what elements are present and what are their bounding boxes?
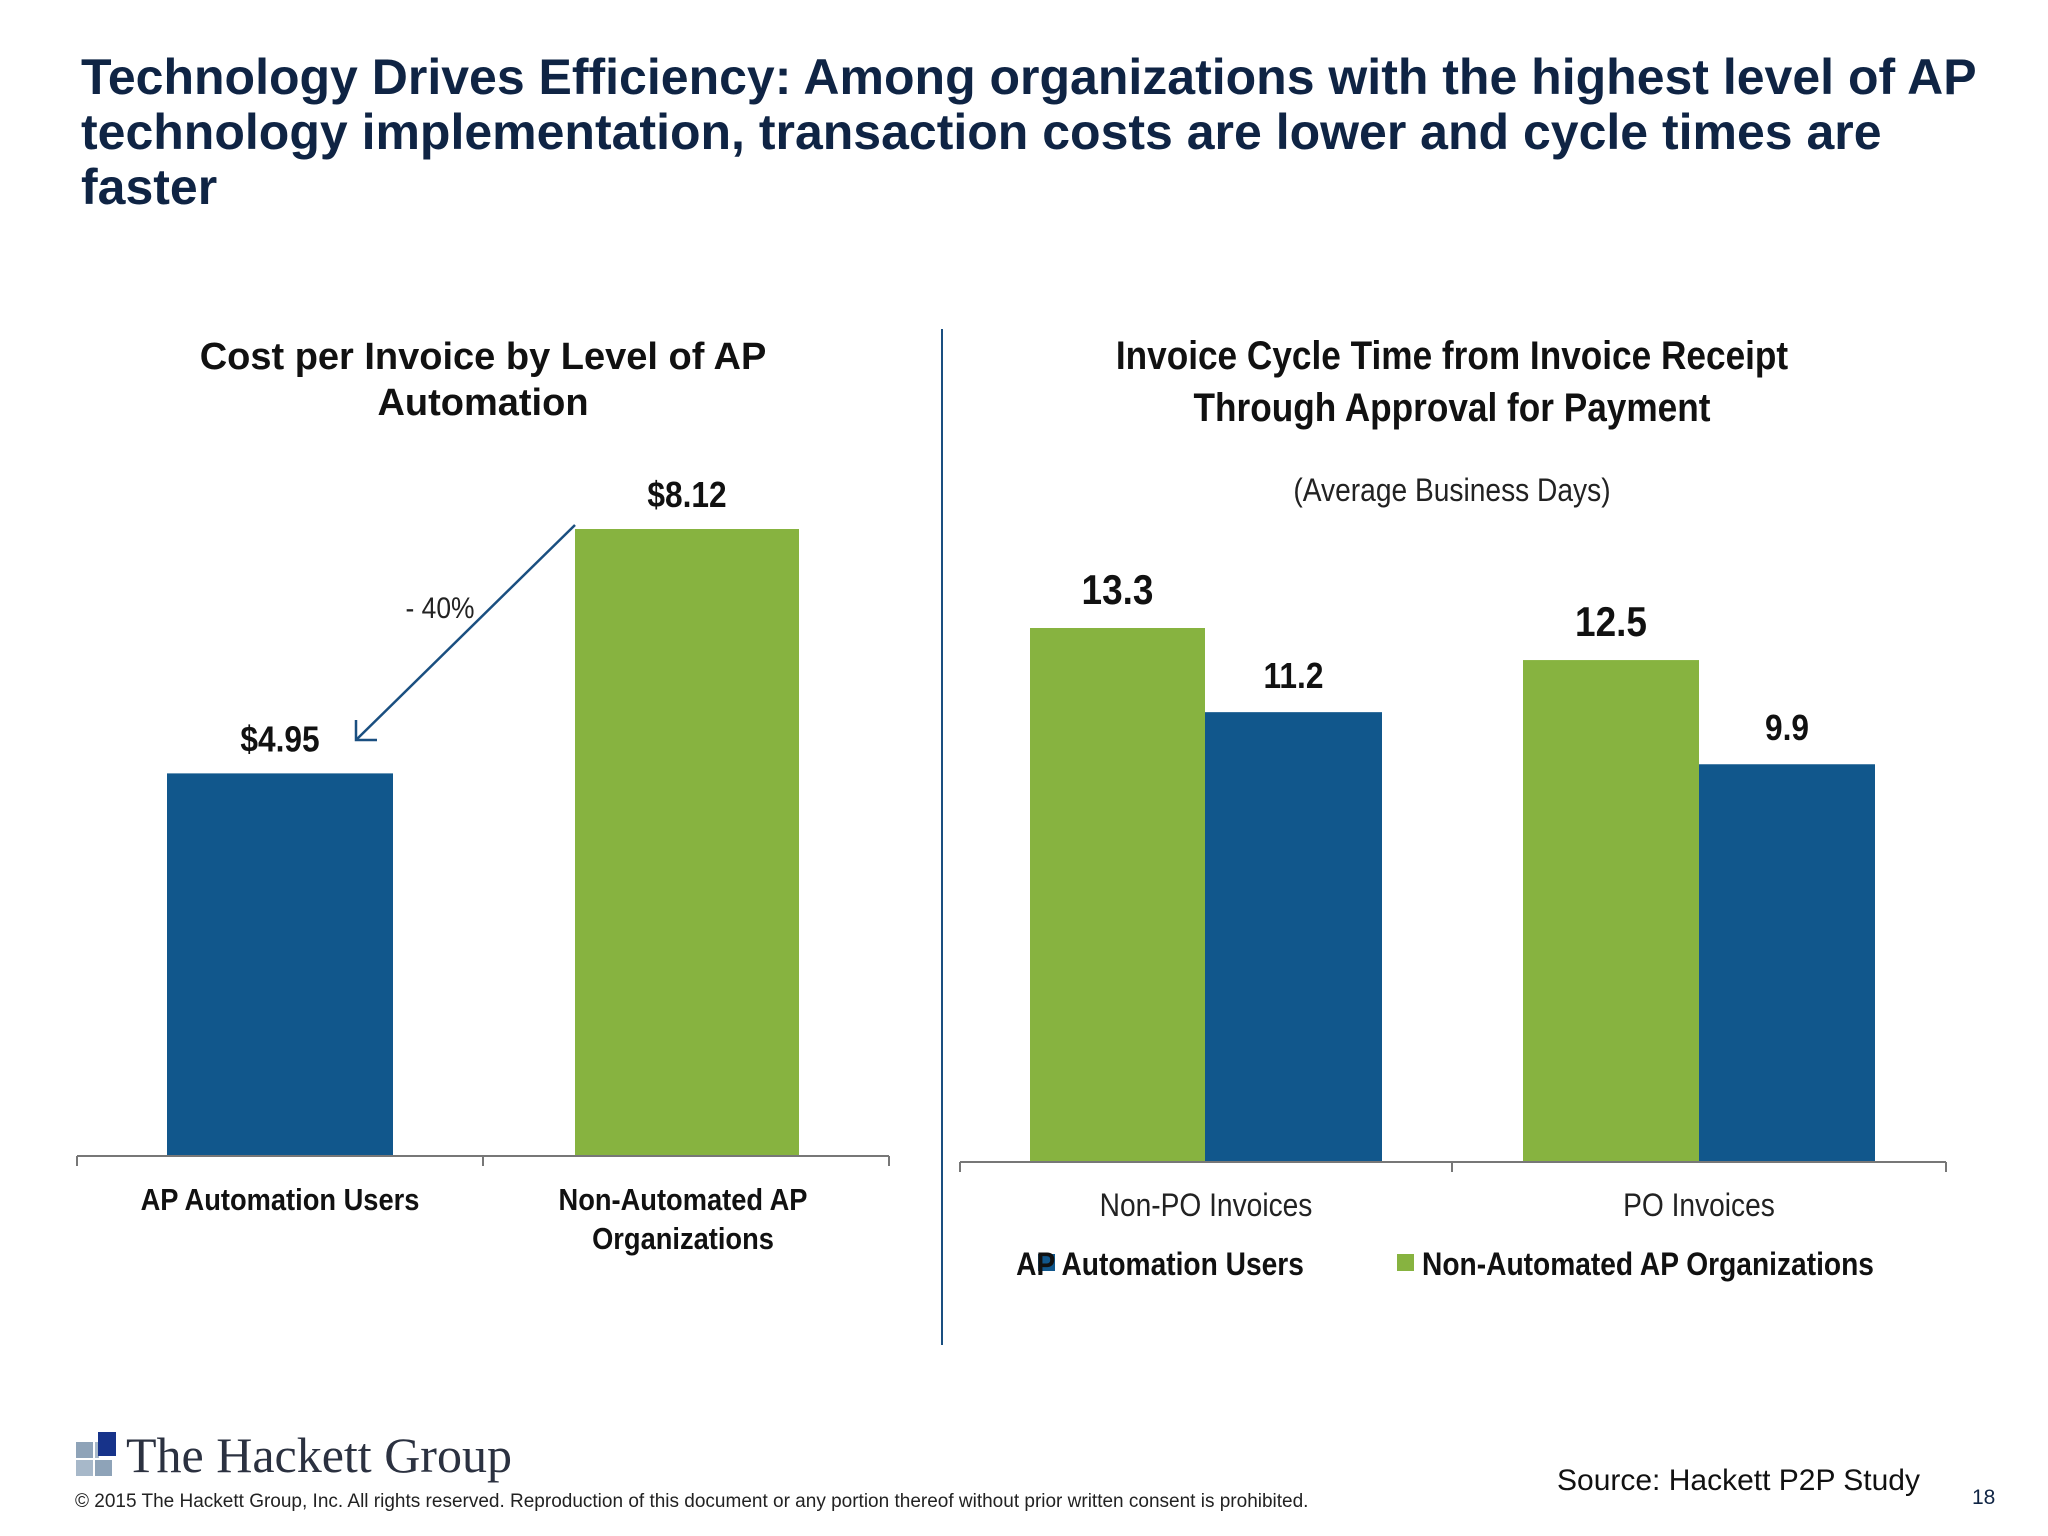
legend-label: AP Automation Users	[1016, 1247, 1304, 1282]
slide-title: Technology Drives Efficiency: Among orga…	[81, 49, 1976, 215]
source-note: Source: Hackett P2P Study	[1557, 1464, 1920, 1497]
legend-swatch	[1038, 1254, 1055, 1271]
category-label: PO Invoices	[1623, 1188, 1775, 1223]
logo-mark-icon	[76, 1432, 116, 1476]
reduction-annotation: - 40%	[406, 590, 475, 624]
bar-non-po-invoicesnon-automated	[1030, 628, 1205, 1161]
right-chart-title: Invoice Cycle Time from Invoice Receipt …	[1115, 334, 1789, 430]
category-label: Non-PO Invoices	[1100, 1188, 1313, 1223]
left-chart-title: Cost per Invoice by Level of AP Automati…	[199, 336, 767, 424]
data-label: 9.9	[1765, 708, 1809, 748]
hackett-logo: The Hackett Group	[76, 1425, 512, 1485]
category-label: AP Automation Users	[141, 1183, 420, 1217]
data-label: 11.2	[1264, 656, 1324, 696]
bar-non-automated	[575, 529, 799, 1155]
data-label: $4.95	[240, 720, 319, 760]
copyright: © 2015 The Hackett Group, Inc. All right…	[75, 1491, 1309, 1512]
page-number: 18	[1972, 1486, 1996, 1509]
bar-po-invoicesap-automation	[1699, 764, 1875, 1161]
legend-swatch	[1397, 1254, 1414, 1271]
data-label: $8.12	[647, 475, 726, 515]
data-label: 12.5	[1575, 599, 1647, 646]
chart-divider	[941, 329, 943, 1345]
legend-label: Non-Automated AP Organizations	[1422, 1247, 1874, 1282]
arrow-head-icon	[354, 720, 377, 742]
reduction-arrow	[355, 524, 576, 741]
category-label: Organizations	[592, 1222, 774, 1256]
bar-ap-automation-users	[167, 773, 393, 1155]
bar-po-invoicesnon-automated	[1523, 660, 1699, 1161]
data-label: 13.3	[1082, 567, 1154, 614]
logo-text: The Hackett Group	[126, 1427, 512, 1483]
category-label: Non-Automated AP	[559, 1183, 808, 1217]
bar-non-po-invoicesap-automation	[1205, 712, 1382, 1161]
right-chart-subtitle: (Average Business Days)	[1293, 472, 1611, 508]
